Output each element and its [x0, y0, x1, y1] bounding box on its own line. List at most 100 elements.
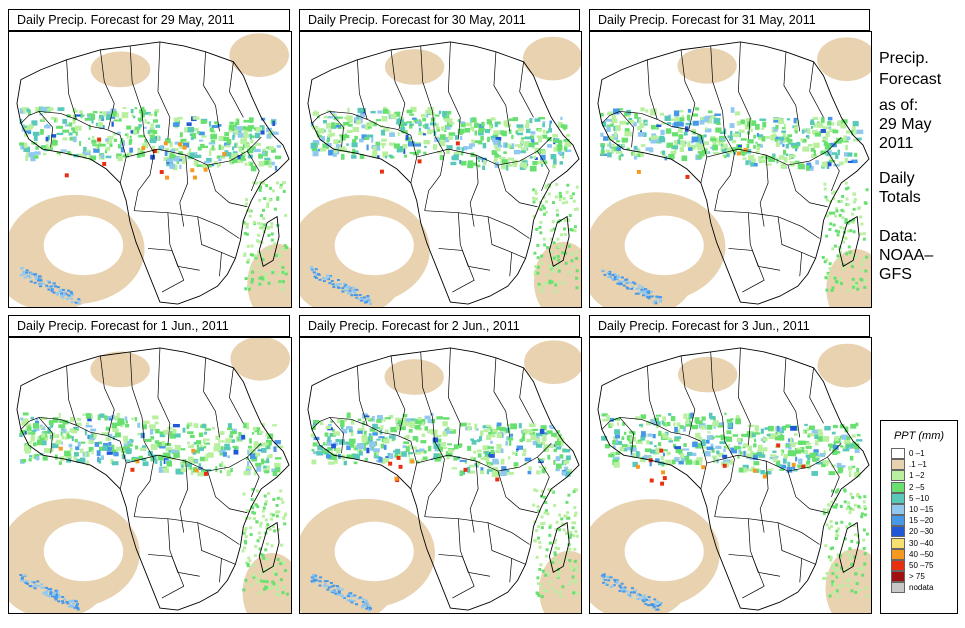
country-border — [457, 518, 491, 577]
clear-field — [43, 521, 124, 582]
country-border — [167, 212, 200, 271]
country-border — [519, 61, 534, 118]
legend-swatch — [891, 448, 905, 460]
legend-item: 0 –1 — [891, 448, 957, 460]
legend-label: 40 –50 — [909, 549, 934, 559]
country-border — [537, 456, 550, 497]
country-border — [424, 210, 530, 239]
side-data-label: Data: — [879, 228, 918, 245]
country-border — [680, 49, 696, 130]
country-border — [424, 441, 445, 517]
africa-precip-map — [9, 338, 291, 613]
forecast-map-panel-2 — [299, 31, 582, 308]
country-border — [20, 111, 121, 136]
country-border — [134, 210, 240, 239]
panel-title-3: Daily Precip. Forecast for 31 May, 2011 — [589, 9, 870, 31]
legend-label: 30 –40 — [909, 538, 934, 548]
country-border — [777, 216, 816, 259]
africa-precip-map — [9, 33, 291, 307]
country-border — [710, 351, 725, 442]
dry-field — [817, 37, 871, 82]
country-border — [420, 45, 435, 136]
panel-title-1: Daily Precip. Forecast for 29 May, 2011 — [8, 9, 290, 31]
forecast-map-panel-3 — [589, 31, 872, 308]
country-border — [424, 135, 445, 211]
legend-item: 1 –2 — [891, 470, 957, 482]
country-border — [247, 150, 260, 191]
africa-coastline — [597, 41, 870, 305]
country-border — [714, 516, 820, 545]
country-border — [509, 558, 513, 583]
africa-coastline — [597, 347, 870, 611]
country-border — [487, 216, 526, 259]
country-border — [827, 456, 840, 497]
legend-label: > 75 — [909, 572, 925, 582]
country-border — [203, 357, 220, 438]
dry-field — [678, 356, 738, 393]
legend-label: 10 –15 — [909, 505, 934, 515]
side-data-source-1: NOAA– — [879, 247, 934, 264]
country-border — [197, 522, 236, 565]
dry-field — [533, 241, 581, 307]
country-border — [799, 558, 803, 583]
country-border — [787, 470, 828, 514]
country-border — [147, 554, 185, 599]
dry-field — [677, 47, 737, 84]
country-border — [38, 111, 54, 148]
legend-swatch — [891, 526, 905, 538]
africa-precip-map — [590, 37, 871, 307]
rain-band — [19, 412, 289, 611]
panel-title-2: Daily Precip. Forecast for 30 May, 2011 — [299, 9, 580, 31]
dry-field — [384, 49, 445, 85]
country-border — [229, 367, 244, 424]
country-border — [647, 365, 658, 426]
country-border — [390, 49, 406, 130]
africa-precip-map — [590, 343, 871, 613]
country-border — [728, 248, 765, 293]
country-border — [787, 164, 828, 208]
side-title-forecast: Forecast — [879, 71, 942, 88]
country-border — [157, 41, 171, 140]
country-border — [509, 252, 513, 277]
forecast-map-panel-6 — [589, 337, 872, 614]
country-border — [390, 355, 406, 436]
side-daily-line1: Daily — [879, 170, 915, 187]
country-border — [601, 417, 701, 442]
side-daily-line2: Totals — [879, 189, 921, 206]
country-border — [809, 61, 824, 118]
panel-title-4: Daily Precip. Forecast for 1 Jun., 2011 — [8, 315, 290, 337]
africa-coastline — [16, 41, 290, 305]
country-border — [487, 522, 526, 565]
country-border — [100, 355, 115, 436]
clear-field — [43, 215, 124, 276]
side-date-line1: 29 May — [879, 116, 932, 133]
country-border — [311, 111, 411, 136]
country-border — [247, 456, 260, 497]
country-border — [229, 61, 244, 118]
country-border — [207, 470, 248, 514]
country-border — [497, 470, 538, 514]
africa-coastline — [307, 41, 580, 305]
country-border — [619, 417, 634, 454]
country-border — [747, 518, 781, 577]
dry-field — [229, 33, 289, 77]
dry-field — [817, 343, 871, 388]
legend-item: nodata — [891, 582, 957, 594]
africa-coastline — [16, 347, 290, 611]
legend-label: nodata — [909, 583, 934, 593]
country-border — [203, 51, 220, 132]
legend-swatch — [891, 459, 905, 471]
country-border — [827, 150, 840, 191]
dry-field — [826, 249, 871, 307]
country-border — [329, 417, 344, 454]
country-border — [438, 554, 475, 599]
legend-item: 2 –5 — [891, 481, 957, 493]
country-border — [219, 558, 222, 583]
country-border — [420, 351, 435, 442]
country-border — [680, 355, 696, 436]
legend-label: .1 –1 — [909, 460, 927, 470]
country-border — [497, 164, 538, 208]
clear-field — [624, 521, 704, 582]
country-border — [133, 441, 155, 517]
country-border — [710, 45, 725, 136]
